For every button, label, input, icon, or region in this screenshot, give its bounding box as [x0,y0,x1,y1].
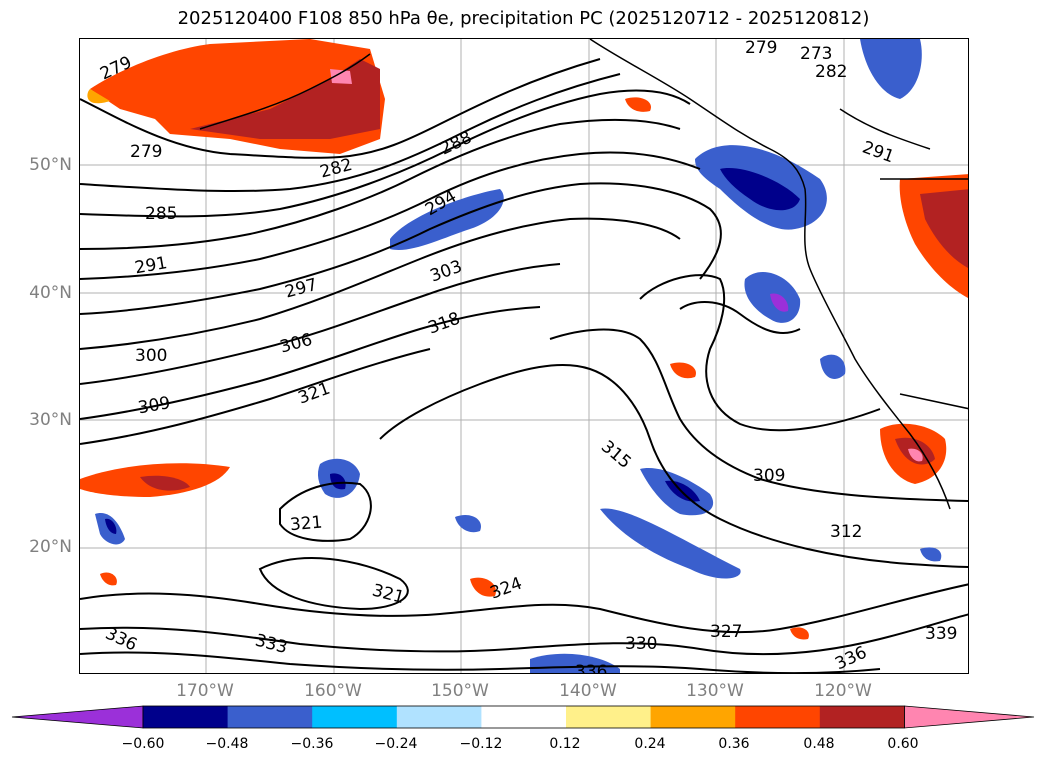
map-title: 2025120400 F108 850 hPa θe, precipitatio… [177,8,870,29]
lon-label-160w: 160°W [304,681,362,701]
contour-label: 285 [145,204,177,224]
colorbar-tick: 0.48 [803,736,835,752]
contour-label: 288 [437,128,475,160]
colorbar-segments [11,705,1035,729]
precip-shading-alaska [87,39,385,154]
coastlines [199,39,968,510]
colorbar-extend-left [11,705,144,729]
contour-label: 303 [427,257,464,287]
colorbar-segment [735,706,821,728]
contour-label: 318 [425,309,462,339]
precip-shading-positive [80,97,968,640]
colorbar-segment [481,706,567,728]
vancouver-coast [839,108,931,150]
contour-label: 321 [289,513,323,536]
map-canvas: 279 279 282 285 288 291 294 297 300 303 … [80,39,968,674]
colorbar-tick: −0.12 [459,736,503,752]
colorbar-segment [566,706,652,728]
lat-label-20n: 20°N [29,537,72,557]
colorbar-outline [142,705,905,729]
map-panel[interactable]: 279 279 282 285 288 291 294 297 300 303 … [79,38,969,674]
contour-label: 333 [253,630,290,658]
colorbar-tick: 0.36 [718,736,750,752]
colorbar-tick: 0.60 [887,736,919,752]
colorbar-segment [143,706,229,728]
theta-e-contours [80,58,968,673]
contour-label: 291 [133,253,168,278]
contour-label: 330 [625,634,657,654]
colorbar-tick: −0.48 [205,736,249,752]
west-coast [589,39,951,510]
colorbar-tick: −0.36 [290,736,334,752]
contour-label: 282 [815,62,847,82]
colorbar-segment [396,706,482,728]
colorbar-segment [312,706,398,728]
colorbar-tick: 0.12 [549,736,581,752]
contour-label: 273 [800,44,832,64]
contour-label: 324 [487,574,524,604]
lon-label-130w: 130°W [686,681,744,701]
contour-label: 336 [575,662,607,674]
contour-label: 327 [710,622,742,642]
contour-label: 309 [753,466,785,486]
border-mexico [899,393,968,410]
contour-label: 306 [278,330,315,358]
lon-label-170w: 170°W [176,681,234,701]
colorbar-extend-right [904,705,1035,729]
colorbar-segment [819,706,905,728]
contour-label: 291 [859,137,896,167]
contour-label: 321 [295,379,332,409]
colorbar-tick: −0.24 [374,736,418,752]
lon-label-120w: 120°W [814,681,872,701]
contour-label: 300 [135,346,167,366]
contour-label: 279 [130,142,162,162]
contour-label: 279 [745,39,777,58]
contour-label: 297 [283,275,320,303]
contour-label: 339 [925,624,957,644]
lat-label-50n: 50°N [29,155,72,175]
lon-label-150w: 150°W [431,681,489,701]
alaska-peninsula-coast [199,53,371,130]
contour-label: 309 [136,393,171,418]
colorbar-segment [650,706,736,728]
lat-label-40n: 40°N [29,283,72,303]
lon-label-140w: 140°W [559,681,617,701]
contour-label: 315 [597,437,635,473]
colorbar-tick: 0.24 [634,736,666,752]
colorbar-segment [227,706,313,728]
contour-label: 321 [370,580,407,608]
colorbar-tick: −0.60 [121,736,165,752]
contour-label: 312 [830,522,862,542]
lat-label-30n: 30°N [29,410,72,430]
